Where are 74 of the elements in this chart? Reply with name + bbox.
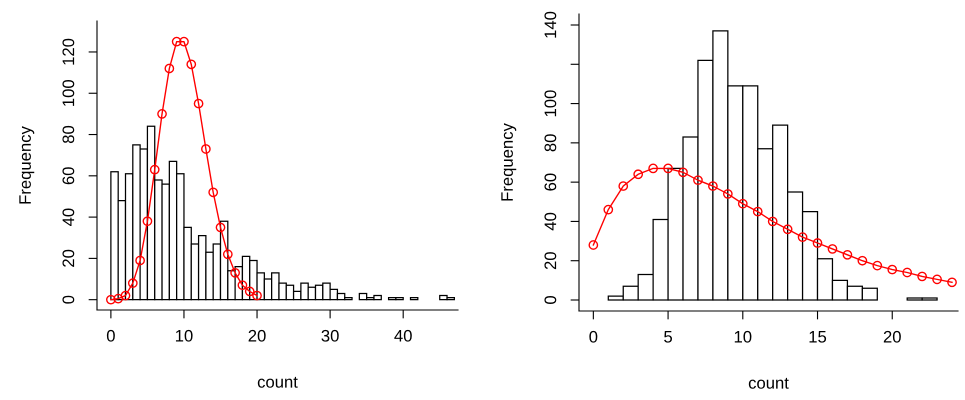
point <box>106 294 116 305</box>
point <box>142 216 152 226</box>
point <box>186 59 196 70</box>
x-tick-label: 20 <box>248 330 266 342</box>
y-tick-label: 80 <box>62 126 74 144</box>
point <box>252 290 262 300</box>
point <box>768 216 778 226</box>
x-tick-label: 30 <box>321 330 339 342</box>
point <box>194 98 204 108</box>
point <box>201 144 211 154</box>
point <box>164 64 174 74</box>
y-tick-label: 40 <box>544 212 556 230</box>
y-tick-label: 120 <box>62 38 74 65</box>
point <box>157 109 167 119</box>
point <box>902 268 912 278</box>
x-tick-label: 40 <box>394 330 412 342</box>
point <box>722 189 733 199</box>
point <box>872 260 882 270</box>
point <box>857 256 868 266</box>
point <box>693 175 703 186</box>
point <box>179 36 189 47</box>
point <box>932 274 942 284</box>
y-tick-label: 100 <box>544 90 556 116</box>
y-tick-label: 60 <box>62 167 74 184</box>
x-tick-label: 0 <box>106 330 115 342</box>
point <box>113 294 124 304</box>
point <box>633 169 644 180</box>
point <box>738 198 748 209</box>
point <box>172 36 182 47</box>
y-axis-title: Frequency <box>19 126 34 204</box>
y-tick-label: 140 <box>544 12 556 38</box>
point <box>120 290 130 300</box>
point <box>947 277 957 288</box>
y-tick-label: 0 <box>62 296 74 304</box>
point <box>782 224 792 234</box>
y-tick-label: 40 <box>62 208 74 226</box>
point <box>752 206 763 216</box>
point <box>216 222 226 232</box>
point <box>842 250 852 260</box>
point <box>648 164 658 174</box>
point <box>238 280 248 290</box>
x-tick-label: 10 <box>734 330 752 343</box>
x-axis-title: count <box>748 378 789 389</box>
point <box>798 232 808 242</box>
point <box>708 181 718 191</box>
y-tick-label: 80 <box>544 134 556 152</box>
point <box>128 278 138 288</box>
point <box>222 249 233 260</box>
point <box>603 204 614 215</box>
point <box>812 238 822 248</box>
point <box>230 268 240 278</box>
y-tick-label: 20 <box>62 250 74 267</box>
y-tick-label: 0 <box>544 296 556 304</box>
point <box>917 272 927 282</box>
x-tick-label: 15 <box>810 331 826 343</box>
x-tick-label: 5 <box>664 331 672 343</box>
y-tick-label: 20 <box>544 252 556 270</box>
y-axis-title: Frequency <box>501 123 516 200</box>
x-tick-label: 0 <box>589 330 598 343</box>
point <box>887 264 898 274</box>
point <box>663 164 673 174</box>
point <box>135 256 145 266</box>
point <box>150 164 160 174</box>
point <box>678 167 688 178</box>
x-tick-label: 10 <box>176 330 193 342</box>
point <box>588 240 598 250</box>
y-tick-label: 100 <box>62 80 74 106</box>
point <box>828 244 838 254</box>
x-axis-title: count <box>258 376 298 388</box>
x-tick-label: 20 <box>884 330 901 343</box>
point <box>618 181 628 191</box>
y-tick-label: 60 <box>544 174 556 191</box>
point <box>244 286 255 296</box>
point <box>208 187 218 198</box>
